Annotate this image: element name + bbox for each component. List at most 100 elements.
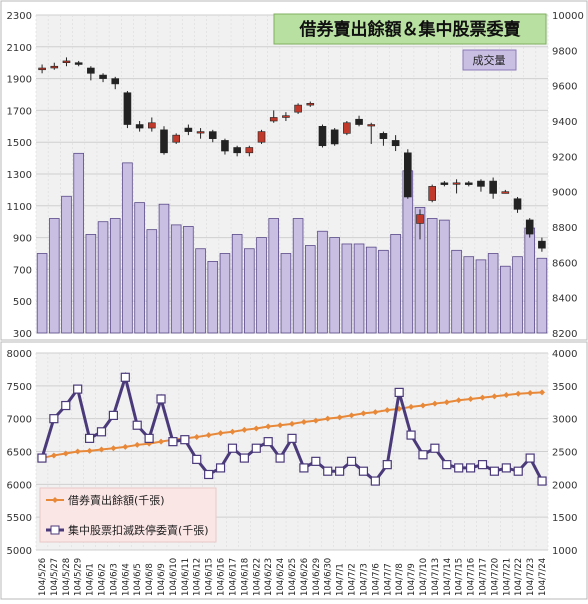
top-left-tick-label: 2300	[7, 11, 32, 22]
sell-orders-point	[311, 456, 321, 466]
date-tick-label: 104/7/16	[467, 558, 477, 596]
bottom-right-tick-label: 2000	[552, 480, 577, 491]
lending-balance-point	[50, 452, 57, 459]
volume-badge-label: 成交量	[473, 53, 506, 67]
lending-balance-point	[289, 420, 295, 427]
volume-bar	[512, 256, 523, 334]
candle	[208, 129, 217, 143]
volume-bar	[268, 218, 280, 334]
date-tick-label: 104/6/17	[228, 558, 238, 596]
top-left-tick-label: 1500	[7, 138, 32, 149]
top-right-tick-label: 10000	[552, 11, 584, 22]
top-right-tick-label: 9800	[552, 46, 577, 57]
date-tick-label: 104/7/15	[455, 558, 465, 596]
lending-balance-point	[515, 390, 522, 397]
volume-bar	[536, 257, 548, 334]
sell-orders-point	[168, 437, 178, 447]
candle-body	[111, 78, 120, 85]
sell-orders-point	[96, 427, 107, 437]
top-right-tick-label: 8400	[552, 294, 577, 305]
lending-balance-point	[277, 422, 284, 429]
date-tick-label: 104/7/9	[407, 563, 417, 596]
candle-body	[464, 182, 473, 185]
volume-bar	[146, 229, 158, 334]
sell-orders-point	[513, 466, 523, 476]
sell-orders-point	[501, 463, 511, 473]
sell-orders-point	[156, 394, 166, 404]
volume-bar	[109, 218, 121, 334]
candle	[62, 57, 71, 67]
candle	[99, 73, 107, 83]
volume-bar	[231, 234, 243, 334]
date-tick-label: 104/7/1	[336, 563, 346, 596]
top-right-tick-label: 8600	[552, 258, 577, 269]
volume-bar	[73, 152, 84, 334]
date-tick-label: 104/6/23	[264, 558, 274, 596]
volume-bar	[207, 261, 219, 334]
candle	[196, 128, 205, 139]
bottom-right-tick-label: 3500	[552, 382, 577, 393]
candle	[282, 112, 290, 121]
candle-body	[404, 152, 412, 198]
bottom-left-tick-label: 7000	[7, 415, 32, 426]
candle	[111, 76, 120, 90]
volume-bar	[500, 265, 511, 334]
sell-orders-point	[382, 460, 392, 470]
candle-body	[208, 131, 217, 139]
volume-bar	[341, 243, 353, 334]
top-right-tick-label: 9400	[552, 117, 577, 128]
bottom-chart-axes: 5000 5500 6000 6500 7000 7500 8000 1000 1500 2000…	[7, 349, 578, 557]
sell-orders-point	[489, 466, 500, 476]
volume-bar	[317, 230, 328, 334]
candle-body	[184, 127, 193, 132]
candle	[318, 124, 327, 148]
candle	[379, 131, 388, 146]
volume-bar	[170, 224, 182, 334]
bottom-right-tick-label: 1000	[552, 546, 577, 557]
top-left-tick-label: 500	[13, 297, 32, 308]
legend-label-lending: 借券賣出餘額(千張)	[68, 493, 165, 507]
lending-balance-point	[253, 425, 260, 432]
sell-orders-point	[346, 456, 357, 466]
sell-orders-point	[73, 384, 83, 394]
lending-balance-point	[431, 400, 438, 407]
candle-body	[318, 126, 327, 147]
candle-body	[282, 115, 290, 118]
candle-body	[221, 140, 229, 152]
candle-body	[355, 118, 363, 125]
lending-balance-point	[134, 441, 141, 448]
candle-body	[538, 240, 546, 249]
top-right-tick-label: 9600	[552, 82, 577, 93]
candle-body	[440, 182, 449, 185]
volume-bar	[353, 243, 365, 334]
sell-orders-point	[537, 476, 547, 486]
lending-balance-point	[372, 409, 379, 416]
lending-balance-point	[229, 428, 236, 435]
top-left-tick-label: 1300	[7, 170, 32, 181]
candle	[148, 117, 156, 132]
top-left-tick-label: 300	[13, 329, 32, 340]
lending-balance-point	[193, 434, 200, 441]
sell-orders-point	[263, 437, 273, 447]
bottom-left-tick-label: 6000	[7, 480, 32, 491]
date-tick-label: 104/6/3	[109, 563, 119, 596]
bottom-right-tick-label: 1500	[552, 513, 577, 524]
sell-orders-point	[406, 430, 416, 440]
candle-body	[74, 62, 83, 65]
candle-body	[428, 186, 436, 201]
sell-orders-point	[192, 454, 202, 464]
sell-orders-point	[132, 420, 142, 430]
sell-orders-point	[204, 469, 214, 480]
volume-bar	[61, 195, 72, 334]
date-tick-label: 104/7/21	[502, 558, 512, 596]
volume-bar	[256, 237, 267, 334]
lending-balance-point	[74, 448, 81, 455]
candle	[538, 237, 546, 252]
candle	[269, 110, 278, 123]
volume-bar	[487, 253, 499, 334]
candle-body	[123, 92, 132, 125]
candle-body	[525, 219, 534, 235]
candle	[513, 196, 522, 213]
lending-balance-point	[419, 402, 426, 409]
lending-balance-point	[479, 394, 486, 401]
